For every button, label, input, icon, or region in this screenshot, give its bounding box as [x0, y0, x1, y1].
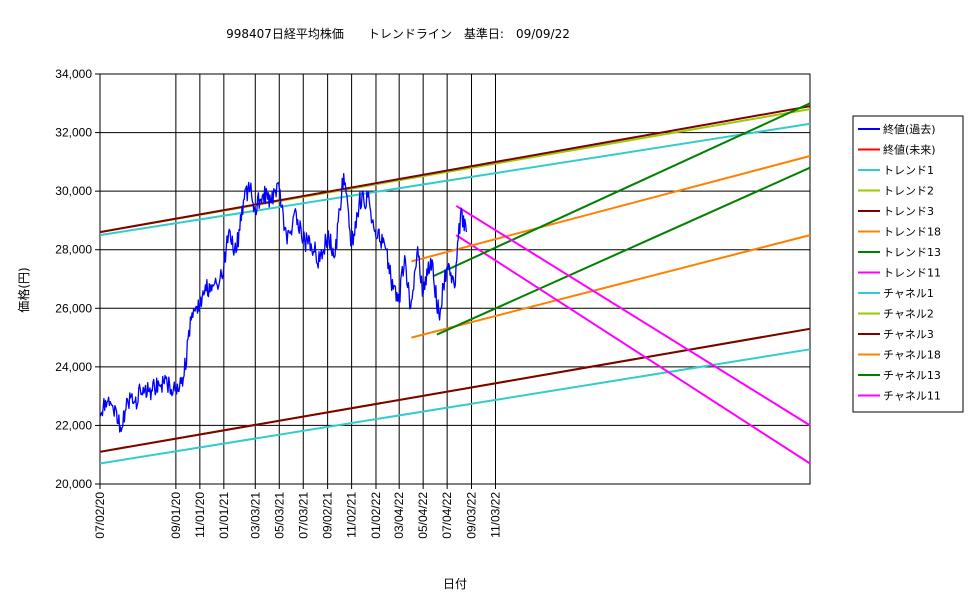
- legend-label: トレンド3: [883, 205, 934, 218]
- legend-box: [852, 115, 964, 413]
- x-tick-label: 05/03/21: [272, 492, 286, 539]
- legend-label: チャネル18: [883, 349, 941, 362]
- series-line-12: [436, 166, 811, 336]
- legend-label: チャネル2: [883, 308, 934, 321]
- x-tick-label: 01/02/22: [369, 492, 383, 539]
- y-tick-label: 24,000: [55, 360, 92, 374]
- legend-label: 終値(過去): [883, 122, 936, 136]
- legend-label: チャネル13: [883, 369, 941, 382]
- legend-label: トレンド18: [883, 226, 941, 239]
- legend-label: トレンド2: [883, 185, 934, 198]
- series-line-7: [455, 204, 811, 427]
- series-line-5: [411, 155, 811, 263]
- series-line-4: [99, 105, 811, 234]
- x-tick-label: 09/02/21: [321, 492, 335, 539]
- x-tick-label: 07/04/22: [440, 492, 454, 539]
- x-tick-label: 03/03/21: [248, 492, 262, 539]
- legend-label: トレンド11: [883, 267, 941, 280]
- gridlines: [100, 73, 810, 485]
- y-tick-label: 30,000: [55, 184, 92, 198]
- y-tick-label: 20,000: [55, 477, 92, 491]
- y-tick-label: 34,000: [55, 67, 92, 81]
- y-tick-label: 32,000: [55, 126, 92, 140]
- x-tick-label: 11/02/21: [345, 492, 359, 538]
- y-tick-label: 22,000: [55, 418, 92, 432]
- series-line-11: [411, 234, 811, 339]
- x-tick-label: 11/01/20: [193, 492, 207, 538]
- x-axis-ticks: 07/02/20 09/01/20 11/01/20 01/01/21 03/03/21…: [93, 484, 502, 539]
- x-tick-label: 03/04/22: [392, 492, 406, 539]
- legend-label: 終値(未来): [883, 143, 936, 157]
- series-line-10: [99, 327, 811, 453]
- x-axis-label: 日付: [443, 577, 467, 591]
- series-line-8: [99, 348, 811, 465]
- series-line-2: [99, 122, 811, 237]
- series-line-13: [455, 234, 811, 465]
- y-tick-label: 28,000: [55, 243, 92, 257]
- x-tick-label: 11/03/22: [488, 492, 502, 538]
- series-lines: [99, 102, 811, 465]
- x-tick-label: 09/01/20: [169, 492, 183, 539]
- x-tick-label: 05/04/22: [416, 492, 430, 539]
- legend-label: トレンド13: [883, 246, 941, 259]
- legend-label: チャネル11: [883, 390, 941, 403]
- x-tick-label: 07/02/20: [93, 492, 107, 539]
- chart-title: 998407日経平均株価 トレンドライン 基準日: 09/09/22: [226, 26, 570, 41]
- y-axis-ticks: 20,000 22,000 24,000 26,000 28,000 30,000 32,0…: [55, 67, 100, 491]
- x-tick-label: 01/01/21: [217, 492, 231, 539]
- series-line-0: [99, 172, 468, 433]
- legend-label: チャネル3: [883, 328, 934, 341]
- legend-label: チャネル1: [883, 287, 934, 300]
- legend: 終値(過去) 終値(未来) トレンド1 トレンド2 トレンド3 トレンド18 トレンド13 ト…: [852, 115, 964, 413]
- series-line-6: [432, 102, 811, 278]
- y-axis-label: 価格(円): [16, 267, 31, 312]
- legend-label: トレンド1: [883, 164, 934, 177]
- x-tick-label: 07/03/21: [296, 492, 310, 539]
- x-tick-label: 09/03/22: [465, 492, 479, 539]
- y-tick-label: 26,000: [55, 301, 92, 315]
